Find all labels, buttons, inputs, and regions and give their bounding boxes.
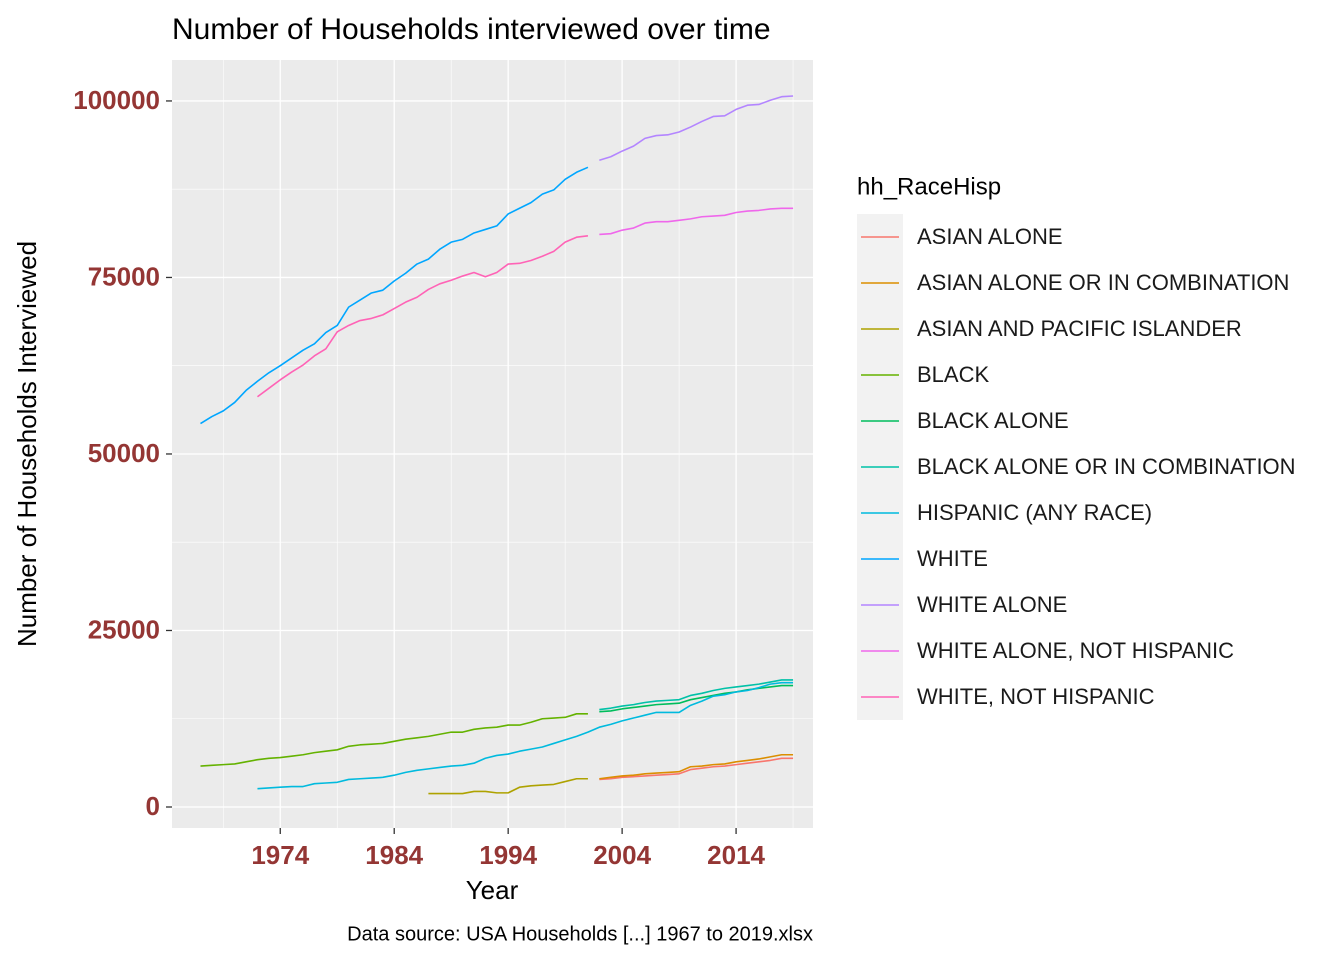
- legend-label: WHITE, NOT HISPANIC: [917, 684, 1155, 709]
- series-line: [256, 235, 589, 398]
- series-line: [200, 166, 589, 425]
- plot-panel: [172, 60, 813, 828]
- x-axis-title: Year: [466, 875, 519, 905]
- legend-title: hh_RaceHisp: [857, 173, 1001, 200]
- y-tick-label: 0: [146, 791, 160, 821]
- legend-label: WHITE ALONE: [917, 592, 1067, 617]
- x-tick-label: 1974: [251, 840, 309, 870]
- series-line: [599, 753, 794, 780]
- series-line: [599, 207, 794, 236]
- x-tick-label: 2014: [707, 840, 765, 870]
- series-line: [599, 684, 794, 713]
- y-tick-label: 25000: [88, 614, 160, 644]
- legend-label: WHITE: [917, 546, 988, 571]
- series-line: [599, 679, 794, 711]
- legend-label: HISPANIC (ANY RACE): [917, 500, 1152, 525]
- y-tick-label: 75000: [88, 261, 160, 291]
- series-line: [599, 757, 794, 781]
- legend-label: BLACK ALONE: [917, 408, 1069, 433]
- series-line: [257, 681, 794, 790]
- series-line: [200, 713, 588, 767]
- legend-label: ASIAN ALONE: [917, 224, 1063, 249]
- legend-label: BLACK ALONE OR IN COMBINATION: [917, 454, 1296, 479]
- series-line: [428, 777, 588, 795]
- y-axis-title: Number of Households Interviewed: [12, 241, 42, 647]
- y-tick-label: 100000: [73, 85, 160, 115]
- x-tick-label: 2004: [593, 840, 651, 870]
- chart-title: Number of Households interviewed over ti…: [172, 13, 771, 46]
- x-tick-label: 1994: [479, 840, 537, 870]
- x-tick-label: 1984: [365, 840, 423, 870]
- legend-label: BLACK: [917, 362, 989, 387]
- legend-label: ASIAN ALONE OR IN COMBINATION: [917, 270, 1289, 295]
- legend-label: WHITE ALONE, NOT HISPANIC: [917, 638, 1234, 663]
- y-tick-label: 50000: [88, 438, 160, 468]
- series-line: [599, 95, 794, 162]
- legend-label: ASIAN AND PACIFIC ISLANDER: [917, 316, 1242, 341]
- caption: Data source: USA Households [...] 1967 t…: [347, 923, 813, 945]
